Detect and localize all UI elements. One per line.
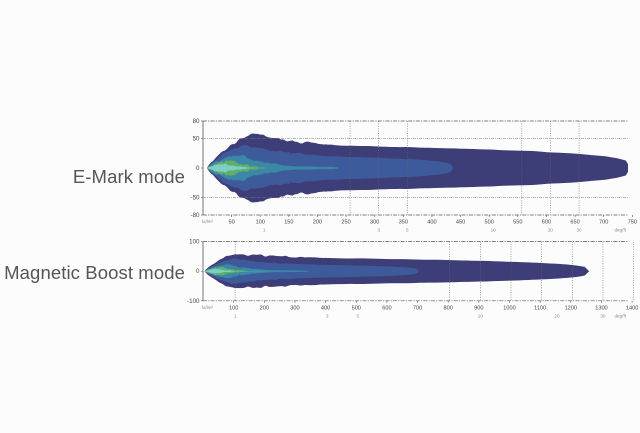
svg-text:300: 300: [370, 220, 379, 226]
svg-text:20: 20: [554, 313, 560, 318]
svg-text:700: 700: [413, 305, 422, 311]
svg-text:5: 5: [406, 228, 409, 233]
svg-text:650: 650: [570, 220, 579, 226]
svg-text:50: 50: [229, 220, 235, 226]
svg-text:lx/lm²: lx/lm²: [202, 219, 213, 224]
svg-text:0: 0: [196, 268, 200, 275]
svg-text:450: 450: [456, 220, 465, 226]
svg-text:150: 150: [284, 220, 293, 226]
svg-text:80: 80: [193, 118, 200, 125]
svg-text:900: 900: [474, 305, 483, 311]
svg-text:10: 10: [478, 313, 484, 318]
svg-text:800: 800: [444, 305, 453, 311]
svg-text:500: 500: [352, 305, 361, 311]
svg-text:-80: -80: [191, 212, 201, 219]
svg-text:50: 50: [193, 136, 200, 143]
svg-text:1: 1: [234, 313, 237, 318]
svg-text:1200: 1200: [565, 305, 577, 311]
svg-text:10: 10: [491, 228, 497, 233]
svg-text:400: 400: [427, 220, 436, 226]
svg-text:250: 250: [341, 220, 350, 226]
svg-text:100: 100: [189, 239, 200, 246]
svg-text:3: 3: [377, 228, 380, 233]
svg-text:1300: 1300: [595, 305, 607, 311]
svg-text:700: 700: [599, 220, 608, 226]
svg-text:deg/ft: deg/ft: [615, 313, 627, 318]
svg-text:1000: 1000: [503, 305, 515, 311]
svg-text:0: 0: [196, 165, 200, 172]
svg-text:lx/lm²: lx/lm²: [202, 305, 213, 310]
svg-text:5: 5: [356, 313, 359, 318]
svg-text:300: 300: [290, 305, 299, 311]
svg-text:600: 600: [382, 305, 391, 311]
svg-text:500: 500: [485, 220, 494, 226]
svg-text:350: 350: [399, 220, 408, 226]
svg-text:-100: -100: [187, 298, 200, 305]
svg-text:750: 750: [628, 220, 637, 226]
svg-text:1100: 1100: [534, 305, 546, 311]
svg-text:1400: 1400: [626, 305, 638, 311]
svg-text:100: 100: [229, 305, 238, 311]
svg-text:200: 200: [313, 220, 322, 226]
svg-text:550: 550: [513, 220, 522, 226]
svg-text:deg/ft: deg/ft: [615, 228, 627, 233]
svg-text:20: 20: [548, 228, 554, 233]
svg-text:3: 3: [326, 313, 329, 318]
svg-text:-50: -50: [191, 194, 201, 201]
svg-text:100: 100: [256, 220, 265, 226]
svg-text:30: 30: [576, 228, 582, 233]
svg-text:200: 200: [260, 305, 269, 311]
svg-text:400: 400: [321, 305, 330, 311]
svg-text:30: 30: [600, 313, 606, 318]
svg-text:1: 1: [263, 228, 266, 233]
svg-text:600: 600: [542, 220, 551, 226]
